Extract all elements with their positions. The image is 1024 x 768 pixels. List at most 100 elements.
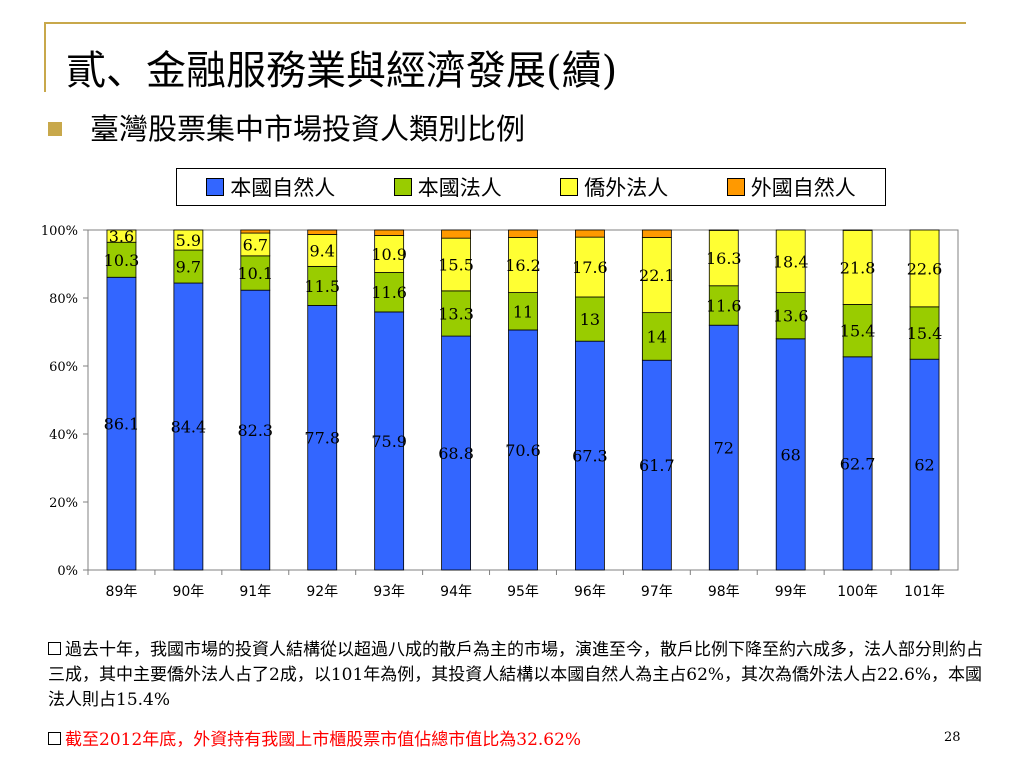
page-number: 28 (944, 730, 961, 745)
x-tick-label: 101年 (904, 584, 945, 600)
bar-segment (508, 237, 538, 293)
data-label: 15.5 (438, 256, 474, 275)
bar-segment (441, 237, 471, 292)
data-label: 62 (914, 456, 934, 475)
data-label: 10.9 (371, 245, 407, 264)
stacked-bar-chart: 0% 20% 40% 60% 80% 100% 89年 90年 91年 92年 93年 94年 95年 9… (41, 224, 959, 600)
data-label: 11 (513, 302, 533, 321)
data-label: 13.3 (438, 304, 474, 323)
chart-legend: 本國自然人 本國法人 僑外法人 外國自然人 (176, 168, 886, 206)
data-label: 22.1 (639, 266, 675, 285)
bar-segment (641, 229, 672, 238)
bar-segment (240, 229, 271, 234)
legend-swatch (560, 178, 579, 196)
bar-segment (374, 272, 405, 313)
y-tick-label: 80% (49, 292, 78, 307)
bar-segment (842, 304, 873, 358)
bar-segment (775, 229, 806, 293)
data-label: 15.4 (840, 322, 876, 341)
bar-segment (508, 229, 538, 238)
bar-segment (641, 237, 672, 314)
bar-segment (374, 235, 405, 273)
data-label: 9.4 (310, 241, 335, 260)
data-label: 68.8 (438, 444, 474, 463)
legend-label: 本國自然人 (230, 176, 336, 200)
bar-segment (775, 338, 806, 571)
bar-segment (842, 356, 873, 571)
note-text: 截至2012年底，外資持有我國上市櫃股票市值佔總市值比為32.62% (65, 730, 582, 750)
title-accent-horizontal-line (44, 22, 966, 24)
data-label: 84.4 (171, 418, 207, 437)
bar-segment (374, 229, 405, 236)
x-tick-label: 89年 (106, 584, 138, 600)
note-paragraph: 過去十年，我國市場的投資人結構從以超過八成的散戶為主的市場，演進至今，散戶比例下… (48, 638, 988, 713)
x-tick-label: 92年 (306, 584, 338, 600)
legend-item-domestic-individual: 本國自然人 (206, 172, 335, 202)
bar-segment (909, 229, 940, 308)
x-tick-label: 94年 (440, 584, 472, 600)
legend-label: 外國自然人 (750, 176, 856, 200)
legend-swatch (393, 178, 412, 196)
note-highlight: 截至2012年底，外資持有我國上市櫃股票市值佔總市值比為32.62% (48, 728, 988, 753)
data-label: 9.7 (176, 258, 201, 277)
data-label: 18.4 (773, 252, 809, 271)
data-label: 13 (580, 310, 600, 329)
x-tick-label: 99年 (775, 584, 807, 600)
note-text: 過去十年，我國市場的投資人結構從以超過八成的散戶為主的市場，演進至今，散戶比例下… (48, 640, 983, 710)
y-tick-label: 100% (41, 224, 78, 239)
bar-segment (575, 229, 605, 238)
hollow-square-bullet-icon (48, 642, 61, 655)
data-label: 3.6 (109, 227, 134, 246)
bar-segment (307, 265, 338, 306)
data-label: 82.3 (237, 421, 273, 440)
data-label: 22.6 (907, 259, 943, 278)
bar-segment (508, 329, 538, 571)
bar-segment (708, 229, 739, 287)
data-label: 15.4 (907, 324, 943, 343)
x-tick-label: 100年 (837, 584, 878, 600)
hollow-square-bullet-icon (48, 732, 61, 745)
legend-swatch (206, 178, 225, 196)
data-label: 16.2 (505, 256, 541, 275)
bar-segment (106, 229, 137, 243)
data-label: 5.9 (176, 231, 201, 250)
legend-swatch (726, 178, 745, 196)
y-tick-label: 20% (49, 496, 78, 511)
title-accent-vertical-line (44, 22, 46, 92)
bar-segment (307, 229, 338, 235)
slide-title: 貳、金融服務業與經濟發展(續) (66, 48, 618, 94)
bar-segment (106, 276, 137, 571)
bar-segment (307, 305, 338, 571)
slide-subtitle: 臺灣股票集中市場投資人類別比例 (90, 112, 526, 146)
data-label: 62.7 (840, 454, 876, 473)
bar-segment (173, 282, 204, 571)
bar-segment (307, 234, 338, 267)
bar-segment (842, 229, 873, 305)
x-tick-label: 95年 (507, 584, 539, 600)
x-tick-label: 93年 (373, 584, 405, 600)
legend-item-domestic-institution: 本國法人 (393, 172, 502, 202)
bar-segment (441, 335, 471, 571)
data-label: 75.9 (371, 432, 407, 451)
bar-segment (641, 312, 672, 361)
data-label: 16.3 (706, 249, 742, 268)
bar-segment (173, 229, 204, 251)
data-label: 86.1 (104, 415, 140, 434)
bar-segment (708, 285, 739, 326)
legend-item-foreign-institution: 僑外法人 (560, 172, 668, 202)
bar-segment (106, 241, 137, 278)
bar-segment (641, 359, 672, 571)
data-label: 10.3 (104, 251, 140, 270)
data-label: 17.6 (572, 258, 608, 277)
bar-segment (575, 236, 605, 298)
data-label: 61.7 (639, 456, 675, 475)
data-label: 14 (647, 327, 667, 346)
x-tick-label: 98年 (708, 584, 740, 600)
bar-segment (575, 296, 605, 342)
square-bullet-icon (48, 122, 62, 136)
data-label: 67.3 (572, 447, 608, 466)
bar-segment (708, 324, 739, 571)
bar-segment (909, 358, 940, 571)
bar-segment (441, 290, 471, 337)
x-tick-label: 97年 (641, 584, 673, 600)
